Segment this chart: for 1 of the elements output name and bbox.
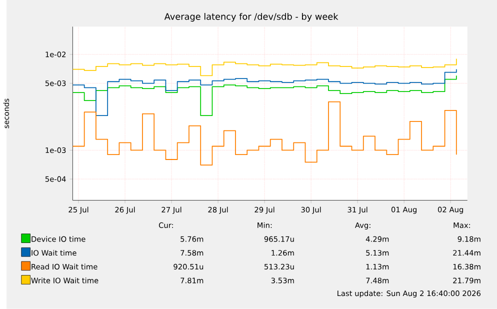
chart-title: Average latency for /dev/sdb - by week xyxy=(164,13,338,22)
